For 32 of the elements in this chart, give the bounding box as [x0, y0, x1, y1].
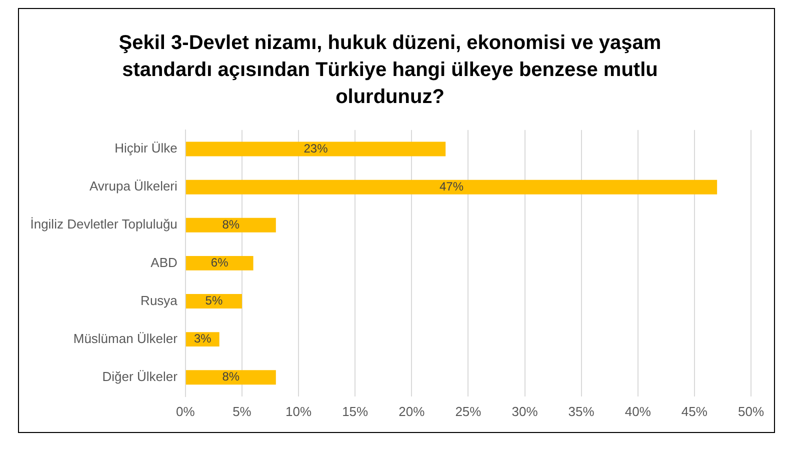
- x-tick-label: 35%: [568, 404, 595, 419]
- x-tick-label: 40%: [624, 404, 652, 419]
- bar: [186, 256, 254, 270]
- bar: [186, 218, 276, 232]
- data-label: 6%: [210, 256, 229, 270]
- y-tick-label: ABD: [150, 254, 178, 270]
- y-tick-label: Avrupa Ülkeleri: [89, 178, 178, 194]
- data-label: 47%: [439, 179, 464, 194]
- data-label: 8%: [222, 217, 240, 232]
- y-tick-label: Diğer Ülkeler: [102, 368, 178, 384]
- bar: [186, 180, 718, 194]
- y-tick-label: Rusya: [140, 292, 178, 308]
- x-tick-label: 0%: [176, 404, 196, 419]
- bar: [186, 142, 446, 156]
- bar: [186, 294, 242, 308]
- x-tick-label: 50%: [738, 404, 764, 419]
- y-tick-label: Hiçbir Ülke: [114, 140, 178, 156]
- data-label: 5%: [205, 294, 223, 308]
- x-tick-label: 30%: [512, 404, 538, 419]
- x-tick-label: 5%: [232, 404, 252, 419]
- x-tick-label: 15%: [342, 404, 369, 419]
- data-label: 8%: [222, 370, 240, 384]
- chart-title: Şekil 3-Devlet nizamı, hukuk düzeni, ekonomisi ve yaşam standardı açısından Türkiye hangi ülkeye benzese mutlu olurdunuz?: [118, 31, 662, 110]
- x-tick-label: 25%: [455, 404, 482, 419]
- bar: [186, 370, 276, 385]
- x-tick-label: 45%: [681, 404, 708, 419]
- x-tick-label: 10%: [286, 404, 312, 419]
- y-tick-label: Müslüman Ülkeler: [73, 330, 178, 346]
- y-tick-label: İngiliz Devletler Topluluğu: [30, 216, 178, 232]
- data-label: 23%: [304, 141, 328, 156]
- data-label: 3%: [194, 332, 212, 346]
- x-tick-label: 20%: [398, 404, 426, 419]
